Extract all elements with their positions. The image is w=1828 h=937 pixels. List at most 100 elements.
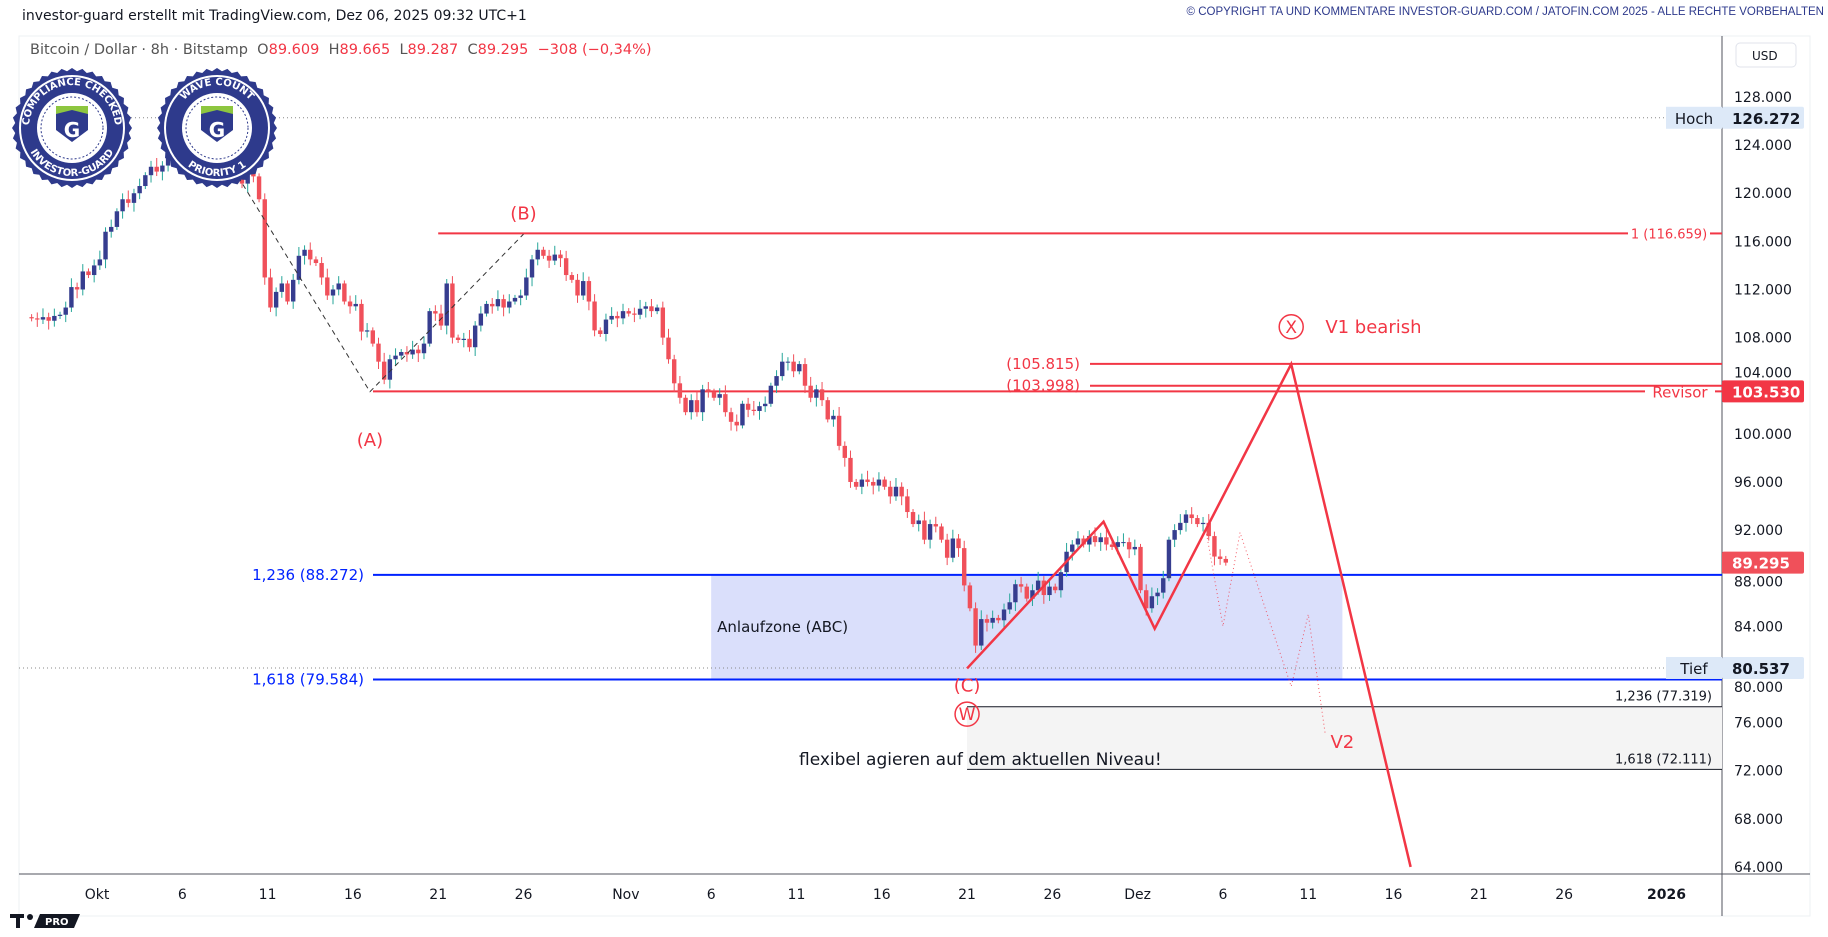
candle-body [1109, 544, 1115, 547]
candle-body [649, 306, 654, 312]
wave-label: V1 bearish [1325, 317, 1421, 338]
candle-body [148, 166, 154, 176]
candle-body [654, 307, 660, 312]
low-price-value: 80.537 [1732, 660, 1790, 678]
x-tick-label: 6 [707, 887, 716, 903]
candle-body [256, 176, 262, 200]
candle-body [376, 343, 381, 362]
candle-body [336, 283, 341, 290]
candle-body [933, 524, 938, 527]
y-tick-label: 80.000 [1734, 680, 1783, 696]
candle-body [74, 287, 80, 290]
candle-body [1143, 590, 1149, 609]
tradingview-logo[interactable]: PRO [10, 912, 82, 933]
x-tick-label: Nov [612, 887, 639, 903]
candle-body [507, 301, 512, 308]
candle-body [347, 301, 353, 307]
candle-body [689, 400, 694, 413]
candle-body [706, 389, 711, 392]
candle-body [1104, 537, 1109, 545]
candle-body [404, 352, 410, 355]
shield-icon [201, 106, 233, 142]
candle-body [35, 318, 40, 320]
candle-body [865, 479, 870, 482]
candle-body [848, 457, 853, 482]
candle-body [643, 306, 648, 309]
x-tick-label: 2026 [1647, 887, 1686, 903]
candle-body [831, 415, 836, 420]
candle-body [450, 283, 455, 338]
candle-body [46, 317, 51, 321]
copyright-notice: © COPYRIGHT TA UND KOMMENTARE INVESTOR-G… [1186, 6, 1824, 18]
candle-body [888, 486, 893, 497]
y-tick-label: 116.000 [1734, 234, 1792, 250]
candle-body [1121, 542, 1126, 544]
chart-attribution: investor-guard erstellt mit TradingView.… [22, 8, 527, 24]
extension-box [967, 706, 1722, 770]
candle-body [819, 389, 825, 401]
y-tick-label: 96.000 [1734, 475, 1783, 491]
candle-body [1172, 530, 1177, 540]
candle-body [342, 283, 347, 302]
candle-body [1030, 590, 1035, 599]
candle-body [126, 199, 131, 203]
currency-button[interactable] [1735, 42, 1797, 68]
candle-body [666, 337, 671, 360]
y-tick-label: 84.000 [1734, 619, 1783, 635]
wave-label: X [1285, 318, 1297, 338]
candle-body [1189, 514, 1194, 519]
candle-body [751, 409, 757, 411]
candle-body [501, 299, 506, 308]
candle-body [637, 308, 643, 315]
candle-body [467, 338, 472, 348]
candle-body [137, 186, 142, 194]
candle-body [1018, 584, 1024, 587]
candle-body [814, 389, 819, 398]
candle-body [484, 303, 489, 314]
candle-body [768, 385, 774, 404]
candle-body [899, 486, 904, 497]
candle-body [996, 617, 1001, 621]
candle-body [592, 301, 597, 331]
candle-body [308, 249, 313, 260]
candle-body [671, 359, 677, 384]
note-text: flexibel agieren auf dem aktuellen Nivea… [799, 750, 1162, 770]
x-tick-label: 6 [1218, 887, 1227, 903]
candle-body [1195, 518, 1200, 525]
candle-body [1087, 536, 1092, 545]
currency-label: USD [1752, 49, 1778, 63]
chart-frame [18, 35, 1811, 917]
candle-body [393, 355, 398, 360]
x-tick-label: 16 [1385, 887, 1403, 903]
candle-body [797, 364, 802, 372]
level-label: (103.998) [1006, 377, 1080, 395]
candle-body [495, 299, 501, 307]
candle-body [552, 254, 557, 261]
shield-top-icon [56, 106, 88, 114]
y-tick-label: 72.000 [1734, 764, 1783, 780]
candle-body [620, 311, 626, 319]
candle-body [63, 307, 68, 315]
candle-body [785, 361, 791, 363]
candle-body [1007, 602, 1012, 610]
candle-body [563, 258, 569, 276]
candle-body [802, 364, 808, 386]
candle-body [774, 376, 779, 386]
wave-circle [1278, 314, 1304, 340]
low-label: L [399, 42, 408, 58]
candle-body [859, 479, 865, 487]
candle-body [143, 175, 148, 187]
revisor-label: Revisor [1652, 383, 1708, 401]
candle-body [1126, 542, 1132, 550]
candle-body [910, 512, 916, 525]
shield-icon [56, 106, 88, 142]
candle-body [967, 585, 973, 609]
candle-body [461, 338, 466, 341]
symbol-name[interactable]: Bitcoin / Dollar · 8h · Bitstamp [30, 42, 248, 58]
candle-body [1223, 558, 1229, 563]
y-tick-label: 108.000 [1734, 331, 1792, 347]
last-price-value: 89.295 [1732, 555, 1790, 573]
candle-body [1058, 572, 1064, 591]
candle-body [615, 315, 620, 319]
